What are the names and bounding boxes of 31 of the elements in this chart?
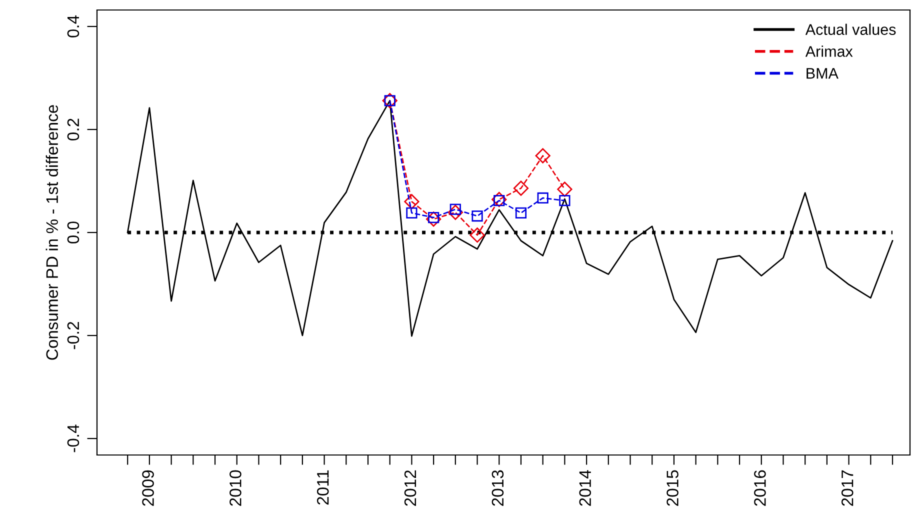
x-tick-label: 2016 xyxy=(754,470,766,506)
point xyxy=(448,204,463,220)
legend-label: Arimax xyxy=(805,46,853,57)
point xyxy=(557,182,572,197)
x-tick-label: 2011 xyxy=(316,470,329,505)
y-tick-label: -0.4 xyxy=(67,424,80,452)
x-tick-label: 2009 xyxy=(142,470,154,506)
point xyxy=(406,207,418,218)
y-tick-label: -0.2 xyxy=(67,322,80,350)
x-tick-label: 2010 xyxy=(230,470,242,506)
point xyxy=(404,194,420,210)
legend-label: BMA xyxy=(806,68,838,79)
legend-label: Actual values xyxy=(805,24,896,35)
point xyxy=(472,210,483,222)
x-tick-label: 2015 xyxy=(666,470,678,506)
x-tick-label: 2017 xyxy=(841,470,854,506)
x-tick-label: 2013 xyxy=(492,470,504,506)
point xyxy=(513,180,529,196)
y-tick-label: 0.0 xyxy=(67,222,80,244)
x-tick-label: 2014 xyxy=(579,470,592,506)
point xyxy=(515,207,527,218)
x-tick-label: 2012 xyxy=(404,470,416,506)
point xyxy=(535,148,550,164)
point xyxy=(492,192,507,208)
point xyxy=(426,212,442,227)
y-axis-title: Consumer PD in % - 1st difference xyxy=(46,105,58,360)
point xyxy=(470,228,485,243)
point xyxy=(537,192,548,204)
y-tick-label: 0.4 xyxy=(67,15,80,38)
point xyxy=(559,195,570,206)
y-tick-label: 0.2 xyxy=(67,118,80,140)
